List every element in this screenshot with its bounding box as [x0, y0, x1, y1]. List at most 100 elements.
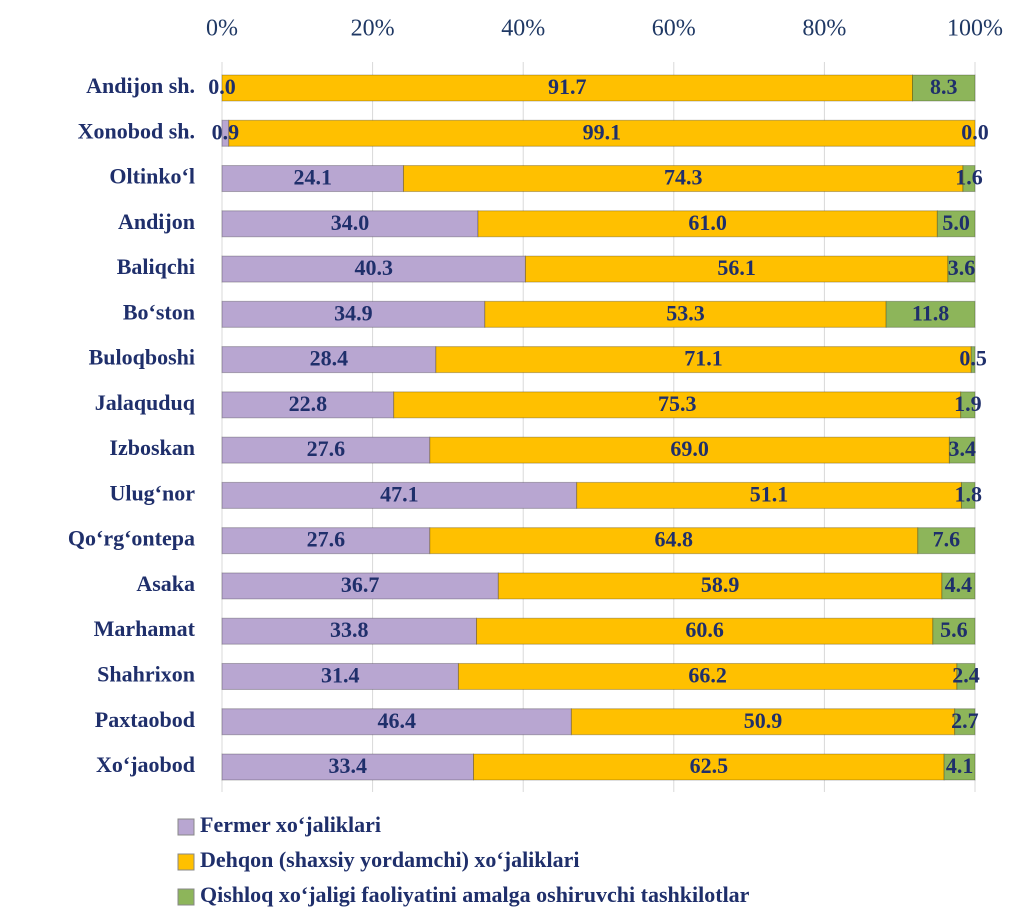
bar-segment — [402, 165, 964, 193]
category-label: Shahrixon — [97, 662, 195, 687]
bar-segment — [221, 662, 459, 690]
data-label: 61.0 — [688, 210, 727, 235]
data-label: 7.6 — [933, 527, 961, 552]
data-label: 71.1 — [684, 346, 723, 371]
legend-label: Fermer xo‘jaliklari — [200, 812, 381, 837]
bar-segment — [885, 300, 976, 328]
x-tick-label: 100% — [947, 16, 1003, 42]
data-label: 2.4 — [952, 663, 980, 688]
bar-segment — [476, 617, 934, 645]
bar-segment — [960, 481, 976, 509]
data-label: 91.7 — [548, 74, 587, 99]
bar-segment — [970, 346, 976, 374]
bar-segment — [932, 617, 976, 645]
data-label: 2.7 — [951, 708, 979, 733]
data-label: 22.8 — [289, 391, 328, 416]
category-label: Buloqboshi — [89, 345, 195, 370]
bar-segment — [477, 210, 938, 238]
bar-segment — [221, 617, 478, 645]
x-tick-label: 0% — [206, 16, 238, 42]
data-label: 8.3 — [930, 74, 958, 99]
bar-segment — [429, 436, 950, 464]
bar-segment — [457, 662, 958, 690]
data-label: 69.0 — [670, 436, 709, 461]
category-label: Ulug‘nor — [109, 480, 195, 505]
data-label: 33.4 — [329, 753, 368, 778]
bar-segment — [960, 391, 976, 419]
bar-segment — [221, 346, 437, 374]
data-label: 51.1 — [750, 481, 789, 506]
data-label: 99.1 — [583, 119, 622, 144]
data-label: 24.1 — [293, 165, 332, 190]
bar-segment — [524, 255, 949, 283]
bar-segment — [221, 210, 479, 238]
bar-segment — [221, 300, 486, 328]
bar-segment — [221, 165, 404, 193]
data-label: 75.3 — [658, 391, 697, 416]
data-label: 28.4 — [310, 346, 349, 371]
data-label: 62.5 — [690, 753, 729, 778]
bar-segment — [917, 527, 976, 555]
category-label: Oltinko‘l — [109, 164, 195, 189]
data-label: 74.3 — [664, 165, 703, 190]
bar-segment — [912, 74, 976, 102]
data-label: 58.9 — [701, 572, 740, 597]
category-label: Jalaquduq — [95, 390, 196, 415]
data-label: 3.4 — [948, 436, 976, 461]
data-label: 0.0 — [961, 119, 989, 144]
category-label: Xonobod sh. — [78, 118, 195, 143]
legend-swatch — [177, 888, 195, 906]
data-label: 27.6 — [307, 436, 346, 461]
bar-segment — [221, 255, 526, 283]
data-label: 40.3 — [354, 255, 393, 280]
bar-segment — [956, 662, 976, 690]
data-label: 53.3 — [666, 300, 705, 325]
data-label: 60.6 — [685, 617, 724, 642]
x-tick-label: 80% — [802, 16, 846, 42]
bar-segment — [228, 119, 976, 147]
category-label: Baliqchi — [117, 254, 195, 279]
legend-label: Dehqon (shaxsiy yordamchi) xo‘jaliklari — [200, 847, 580, 872]
bar-segment — [484, 300, 887, 328]
bar-segment — [954, 708, 976, 736]
data-label: 34.0 — [331, 210, 370, 235]
category-label: Izboskan — [109, 435, 195, 460]
data-label: 34.9 — [334, 300, 373, 325]
bar-segment — [570, 708, 956, 736]
bar-segment — [576, 481, 962, 509]
data-label: 36.7 — [341, 572, 380, 597]
bar-segment — [941, 572, 976, 600]
bar-segment — [221, 708, 572, 736]
data-label: 66.2 — [688, 663, 727, 688]
category-label: Paxtaobod — [95, 707, 195, 732]
data-label: 1.6 — [955, 165, 983, 190]
legend-label: Qishloq xo‘jaligi faoliyatini amalga osh… — [200, 882, 750, 907]
data-label: 0.9 — [212, 119, 240, 144]
bar-segment — [947, 255, 976, 283]
bar-segment — [221, 527, 431, 555]
data-label: 33.8 — [330, 617, 369, 642]
bar-segment — [435, 346, 972, 374]
category-label: Marhamat — [94, 616, 196, 641]
data-label: 0.0 — [208, 74, 236, 99]
bar-segment — [221, 481, 578, 509]
data-label: 11.8 — [912, 300, 949, 325]
bar-segment — [221, 572, 499, 600]
category-label: Asaka — [136, 571, 195, 596]
data-label: 50.9 — [744, 708, 783, 733]
category-label: Andijon sh. — [86, 73, 195, 98]
category-label: Bo‘ston — [123, 299, 195, 324]
legend-swatch — [177, 853, 195, 871]
data-label: 1.8 — [954, 481, 982, 506]
bar-segment — [473, 753, 945, 781]
bar-segment — [221, 74, 914, 102]
data-label: 1.9 — [954, 391, 982, 416]
x-tick-label: 60% — [652, 16, 696, 42]
data-label: 4.4 — [945, 572, 973, 597]
legend-swatch — [177, 818, 195, 836]
bar-segment — [221, 391, 395, 419]
data-label: 4.1 — [946, 753, 974, 778]
data-label: 5.6 — [940, 617, 968, 642]
data-label: 64.8 — [655, 527, 694, 552]
